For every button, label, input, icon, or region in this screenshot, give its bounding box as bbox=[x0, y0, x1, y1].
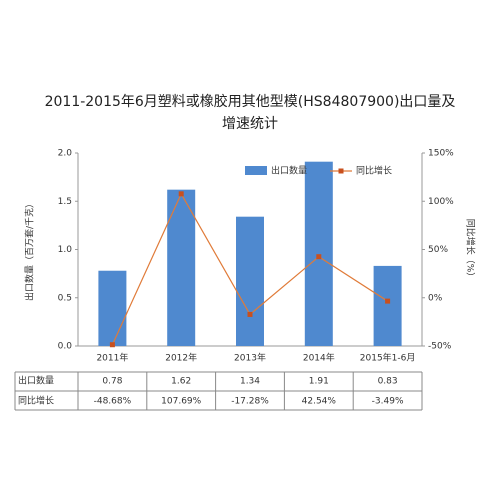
y-tick-label: 2.0 bbox=[58, 149, 73, 159]
y2-tick-label: 0% bbox=[428, 293, 443, 303]
y2-tick-label: 50% bbox=[428, 245, 448, 255]
y2-axis-label: 同比增长（%） bbox=[465, 219, 477, 282]
line-marker bbox=[247, 311, 253, 317]
bar bbox=[167, 189, 196, 346]
y-tick-label: 0.5 bbox=[58, 293, 72, 303]
bar bbox=[373, 265, 402, 346]
table-cell: 107.69% bbox=[161, 397, 201, 407]
table-cell: 1.62 bbox=[171, 377, 191, 387]
line-marker bbox=[109, 342, 115, 348]
table-row-header: 出口数量 bbox=[18, 375, 54, 387]
legend-label: 同比增长 bbox=[356, 165, 392, 177]
bar bbox=[98, 270, 127, 346]
y-axis-label: 出口数量（百万套/千克） bbox=[24, 199, 36, 301]
line-marker bbox=[385, 298, 391, 304]
table-cell: -48.68% bbox=[94, 397, 132, 407]
y-tick-label: 1.0 bbox=[58, 245, 73, 255]
y2-tick-label: -50% bbox=[428, 342, 452, 352]
x-tick-label: 2014年 bbox=[303, 352, 335, 364]
x-tick-label: 2012年 bbox=[165, 352, 197, 364]
table-row-header: 同比增长 bbox=[18, 395, 54, 407]
table-cell: 1.34 bbox=[240, 377, 260, 387]
chart-title: 2011-2015年6月塑料或橡胶用其他型模(HS84807900)出口量及 bbox=[45, 93, 456, 110]
x-tick-label: 2011年 bbox=[96, 352, 128, 364]
x-tick-label: 2013年 bbox=[234, 352, 266, 364]
y-tick-label: 0.0 bbox=[58, 342, 73, 352]
table-cell: -3.49% bbox=[372, 397, 404, 407]
y2-tick-label: 150% bbox=[428, 149, 454, 159]
bar bbox=[304, 161, 333, 346]
y2-tick-label: 100% bbox=[428, 197, 454, 207]
legend-swatch bbox=[245, 166, 267, 175]
table-cell: 0.83 bbox=[378, 377, 398, 387]
table-cell: 1.91 bbox=[309, 377, 329, 387]
bar bbox=[236, 216, 264, 346]
y-tick-label: 1.5 bbox=[58, 197, 72, 207]
line-marker bbox=[178, 191, 184, 197]
table-cell: 0.78 bbox=[102, 377, 122, 387]
legend-label: 出口数量 bbox=[271, 165, 307, 177]
legend-swatch bbox=[338, 168, 344, 174]
table-cell: -17.28% bbox=[231, 397, 269, 407]
x-tick-label: 2015年1-6月 bbox=[360, 352, 416, 364]
line-marker bbox=[316, 254, 322, 260]
table-cell: 42.54% bbox=[302, 397, 337, 407]
chart-title: 增速统计 bbox=[222, 116, 278, 132]
